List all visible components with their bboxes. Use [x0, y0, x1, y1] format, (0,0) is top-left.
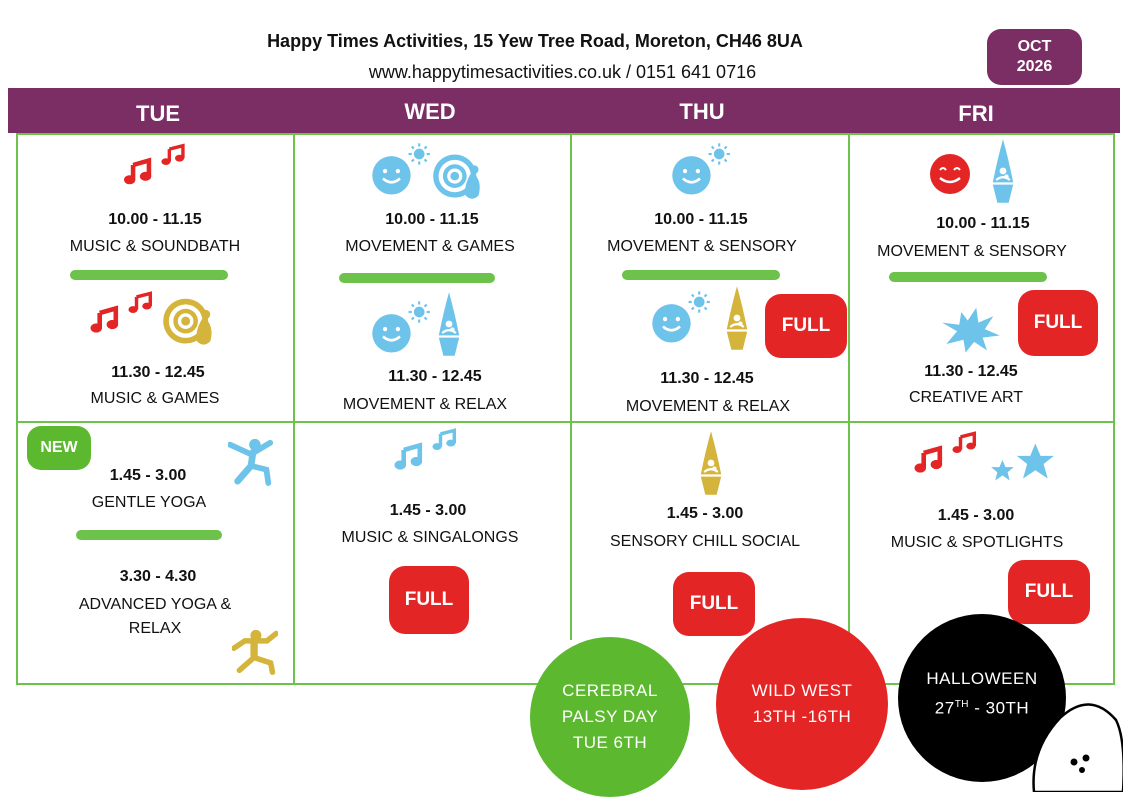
divider-bar	[889, 272, 1047, 282]
event-line: WILD WEST	[751, 681, 853, 700]
session-time: 11.30 - 12.45	[388, 368, 482, 385]
music-notes-icon	[90, 290, 160, 336]
smiley-sun-icon	[368, 300, 432, 356]
divider-bar	[622, 270, 780, 280]
new-badge: NEW	[27, 426, 91, 470]
session-name: CREATIVE ART	[908, 389, 1024, 406]
session-name: ADVANCED YOGA &	[78, 596, 232, 613]
month-label: OCT	[1017, 38, 1052, 55]
session-name: MUSIC & SOUNDBATH	[69, 238, 241, 255]
grid-divider	[848, 133, 850, 685]
smiley-sun-icon	[368, 142, 432, 198]
divider-bar	[70, 270, 228, 280]
session-time: 11.30 - 12.45	[660, 370, 754, 387]
contact-line: www.happytimesactivities.co.uk / 0151 64…	[368, 62, 757, 82]
bowling-target-icon	[160, 292, 218, 348]
lava-lamp-icon	[986, 136, 1020, 206]
session-name-cont: RELAX	[128, 620, 182, 637]
grid-divider	[16, 421, 1115, 423]
session-name: MOVEMENT & RELAX	[625, 398, 791, 415]
session-name: MUSIC & SINGALONGS	[341, 529, 519, 546]
grid-divider	[293, 133, 295, 685]
session-name: SENSORY CHILL SOCIAL	[610, 533, 800, 550]
session-time: 1.45 - 3.00	[937, 507, 1015, 524]
session-name: MOVEMENT & SENSORY	[877, 243, 1067, 260]
divider-bar	[339, 273, 495, 283]
full-badge: FULL	[1018, 290, 1098, 356]
day-wed: WED	[404, 99, 456, 124]
day-tue: TUE	[136, 101, 180, 126]
grid-divider	[570, 133, 572, 640]
full-badge: FULL	[1008, 560, 1090, 624]
smiley-face-icon	[930, 154, 970, 194]
session-time: 10.00 - 11.15	[108, 211, 202, 228]
event-line: HALLOWEEN	[926, 669, 1038, 688]
lava-lamp-icon	[720, 283, 754, 353]
session-time: 1.45 - 3.00	[666, 505, 744, 522]
day-thu: THU	[679, 99, 725, 124]
session-name: MUSIC & SPOTLIGHTS	[890, 534, 1064, 551]
event-line: TUE 6TH	[572, 733, 648, 752]
smiley-sun-icon	[668, 142, 732, 198]
ghost-icon	[1032, 703, 1123, 792]
lava-lamp-icon	[694, 426, 728, 500]
event-line: PALSY DAY	[561, 707, 659, 726]
paint-splat-icon	[940, 296, 1004, 360]
smiley-sun-icon	[648, 288, 712, 348]
session-name: MUSIC & GAMES	[90, 390, 220, 407]
session-time: 11.30 - 12.45	[924, 363, 1018, 380]
session-time: 10.00 - 11.15	[385, 211, 479, 228]
bowling-target-icon	[430, 148, 486, 202]
full-badge: FULL	[765, 294, 847, 358]
day-header-band	[8, 88, 1120, 133]
event-dates: 27TH - 30TH	[934, 698, 1030, 718]
month-badge: OCT 2026	[987, 29, 1082, 85]
day-fri: FRI	[958, 101, 994, 126]
yoga-figure-icon	[232, 624, 278, 678]
session-time: 10.00 - 11.15	[936, 215, 1030, 232]
session-time: 1.45 - 3.00	[109, 467, 187, 484]
session-name: GENTLE YOGA	[91, 494, 207, 511]
full-badge: FULL	[389, 566, 469, 634]
music-notes-icon	[124, 142, 192, 188]
session-name: MOVEMENT & SENSORY	[607, 238, 797, 255]
session-time: 3.30 - 4.30	[119, 568, 197, 585]
session-time: 11.30 - 12.45	[111, 364, 205, 381]
session-name: MOVEMENT & RELAX	[342, 396, 508, 413]
divider-bar	[76, 530, 222, 540]
music-notes-icon	[914, 430, 984, 476]
event-wild-west: WILD WEST 13TH -16TH	[716, 618, 888, 790]
stars-icon	[986, 440, 1058, 484]
event-cerebral-palsy-day: CEREBRAL PALSY DAY TUE 6TH	[530, 637, 690, 797]
session-time: 1.45 - 3.00	[389, 502, 467, 519]
session-name: MOVEMENT & GAMES	[345, 238, 515, 255]
event-line: CEREBRAL	[562, 681, 658, 700]
event-line: 13TH -16TH	[752, 707, 852, 726]
full-badge: FULL	[673, 572, 755, 636]
centre-address-title: Happy Times Activities, 15 Yew Tree Road…	[267, 31, 803, 51]
session-time: 10.00 - 11.15	[654, 211, 748, 228]
music-notes-icon	[393, 427, 465, 473]
year-label: 2026	[1016, 58, 1053, 75]
lava-lamp-icon	[432, 289, 466, 359]
